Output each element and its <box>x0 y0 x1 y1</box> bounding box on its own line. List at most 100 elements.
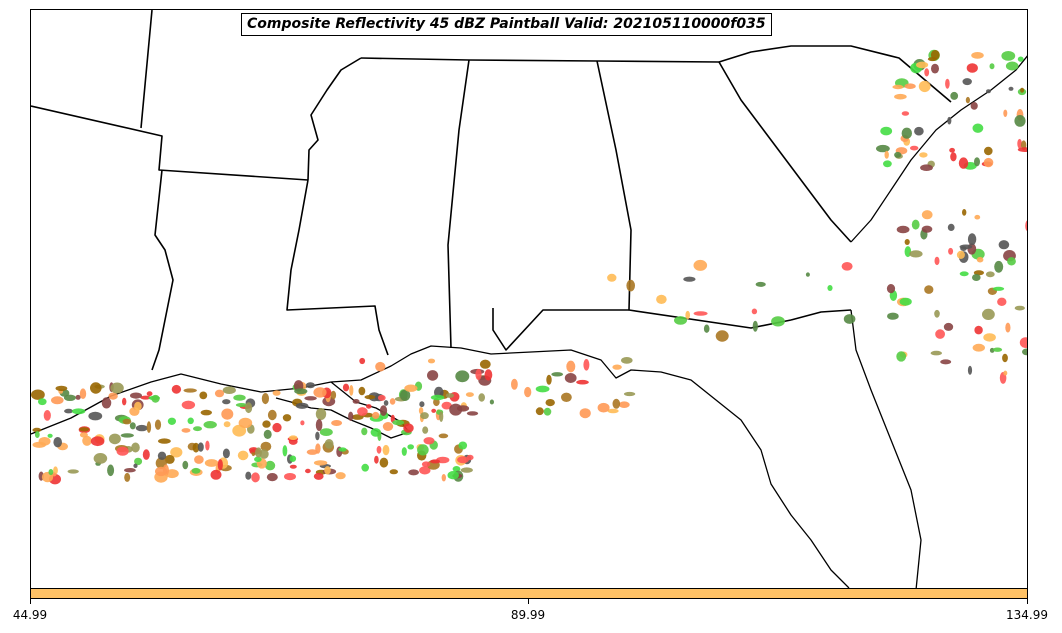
reflectivity-blob <box>266 473 278 482</box>
tick-label-min: 44.99 <box>12 608 48 622</box>
reflectivity-blob <box>124 472 131 482</box>
reflectivity-blob <box>597 402 610 413</box>
reflectivity-blob <box>263 429 272 439</box>
reflectivity-blob <box>626 279 635 292</box>
reflectivity-blob <box>193 426 202 432</box>
reflectivity-blob <box>32 427 42 433</box>
reflectivity-blob <box>300 420 305 426</box>
reflectivity-blob <box>827 285 833 291</box>
reflectivity-blob <box>324 439 334 449</box>
reflectivity-blob <box>924 68 930 77</box>
reflectivity-blob <box>1017 138 1022 149</box>
reflectivity-blob <box>992 286 1005 291</box>
reflectivity-blob <box>79 388 87 400</box>
reflectivity-blob <box>1017 56 1024 62</box>
reflectivity-blob <box>965 96 971 104</box>
reflectivity-blob <box>421 461 431 468</box>
reflectivity-blob <box>223 421 231 428</box>
reflectivity-blob <box>958 157 969 169</box>
reflectivity-blob <box>458 441 468 450</box>
reflectivity-blob <box>457 456 469 464</box>
reflectivity-blob <box>886 284 896 294</box>
reflectivity-blob <box>943 322 954 331</box>
reflectivity-blob <box>524 386 532 398</box>
reflectivity-blob <box>972 123 984 133</box>
reflectivity-blob <box>1014 115 1026 127</box>
reflectivity-blob <box>383 400 389 406</box>
reflectivity-blob <box>133 463 138 468</box>
reflectivity-blob <box>484 369 493 381</box>
reflectivity-blob <box>79 427 90 432</box>
reflectivity-blob <box>151 394 160 403</box>
tick-mark-min <box>30 599 31 604</box>
reflectivity-blob <box>101 397 112 409</box>
base-map <box>31 10 1027 588</box>
reflectivity-blob <box>199 391 208 400</box>
reflectivity-blob <box>974 214 981 220</box>
border-tn-south <box>360 57 720 63</box>
reflectivity-blob <box>134 401 142 411</box>
reflectivity-blob <box>1005 61 1019 71</box>
reflectivity-blob <box>140 395 151 400</box>
reflectivity-blob <box>447 471 459 480</box>
reflectivity-blob <box>475 368 482 381</box>
border-al-fl <box>492 308 629 351</box>
reflectivity-blob <box>90 436 105 447</box>
reflectivity-blob <box>67 469 79 474</box>
reflectivity-blob <box>331 420 343 426</box>
reflectivity-blob <box>134 457 143 466</box>
reflectivity-blob <box>751 308 758 315</box>
reflectivity-blob <box>949 147 955 153</box>
reflectivity-blob <box>399 389 411 401</box>
reflectivity-blob <box>441 474 446 482</box>
reflectivity-blob <box>901 111 910 116</box>
reflectivity-blob <box>282 414 292 422</box>
reflectivity-blob <box>564 373 577 383</box>
reflectivity-blob <box>284 473 296 481</box>
reflectivity-blob <box>422 426 429 434</box>
reflectivity-blob <box>38 398 47 406</box>
reflectivity-blob <box>418 407 424 415</box>
reflectivity-blob <box>1001 51 1016 61</box>
reflectivity-blob <box>693 311 708 316</box>
reflectivity-blob <box>970 102 978 110</box>
reflectivity-blob <box>235 403 248 407</box>
reflectivity-blob <box>294 388 308 395</box>
reflectivity-blob <box>971 52 984 59</box>
reflectivity-blob <box>466 411 479 416</box>
reflectivity-blob <box>342 383 350 392</box>
reflectivity-blob <box>1019 337 1027 348</box>
florida-east-coast <box>850 309 922 588</box>
reflectivity-blob <box>222 386 236 395</box>
reflectivity-blob <box>438 433 449 439</box>
gulf-coast <box>31 345 850 588</box>
border-la-tx <box>151 169 174 371</box>
reflectivity-blob <box>449 403 463 416</box>
reflectivity-blob <box>375 361 386 372</box>
state-borders <box>31 10 952 371</box>
reflectivity-blob <box>1014 305 1025 311</box>
reflectivity-blob <box>894 93 907 100</box>
reflectivity-blob <box>986 89 991 94</box>
reflectivity-blob <box>1017 147 1027 152</box>
reflectivity-blob <box>543 407 552 416</box>
reflectivity-blob <box>364 395 376 400</box>
reflectivity-blob <box>911 219 920 230</box>
reflectivity-blob <box>931 63 939 74</box>
reflectivity-blob <box>289 464 297 469</box>
map-title: Composite Reflectivity 45 dBZ Paintball … <box>241 13 772 36</box>
reflectivity-blob <box>612 364 622 370</box>
reflectivity-blob <box>55 385 68 391</box>
reflectivity-blob <box>465 392 474 397</box>
reflectivity-blob <box>1003 109 1008 118</box>
reflectivity-blob <box>245 402 253 414</box>
reflectivity-blob <box>656 294 667 304</box>
reflectivity-blob <box>910 145 919 151</box>
reflectivity-blob <box>967 233 977 246</box>
reflectivity-blob <box>217 459 223 471</box>
reflectivity-blob <box>894 151 902 158</box>
reflectivity-blob <box>254 456 262 462</box>
reflectivity-blob <box>612 398 621 409</box>
reflectivity-blob <box>32 441 47 448</box>
reflectivity-blob <box>191 467 201 474</box>
